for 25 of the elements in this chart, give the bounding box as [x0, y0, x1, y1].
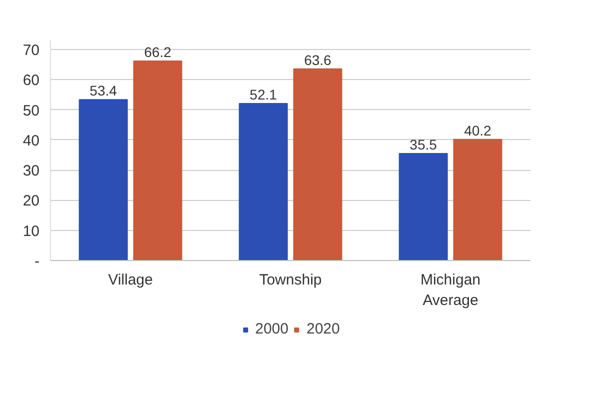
x-tick-label: Village	[108, 272, 153, 288]
y-tick-label: 40	[22, 132, 40, 150]
bar	[293, 68, 342, 260]
bar	[78, 99, 128, 260]
y-tick-label: 50	[22, 102, 40, 120]
y-tick-label: 20	[22, 192, 40, 210]
y-tick-label: 30	[22, 162, 40, 180]
legend-label: 2000	[255, 320, 288, 338]
y-tick-label: 10	[22, 222, 40, 240]
data-label: 66.2	[144, 44, 172, 60]
bar	[133, 60, 182, 260]
bar	[398, 153, 448, 260]
data-label: 63.6	[304, 52, 332, 68]
bar	[453, 138, 502, 260]
y-tick-label: 70	[22, 42, 40, 60]
legend-label: 2020	[306, 320, 340, 338]
bar	[238, 102, 288, 260]
data-label: 35.5	[410, 136, 438, 153]
x-tick-label: Township	[259, 272, 322, 288]
y-tick-label: -	[34, 253, 40, 270]
data-label: 53.4	[90, 82, 118, 99]
data-label: 52.1	[250, 86, 278, 102]
data-label: 40.2	[464, 122, 492, 138]
x-tick-label: Michigan Average	[420, 272, 481, 309]
y-tick-label: 60	[22, 72, 40, 90]
